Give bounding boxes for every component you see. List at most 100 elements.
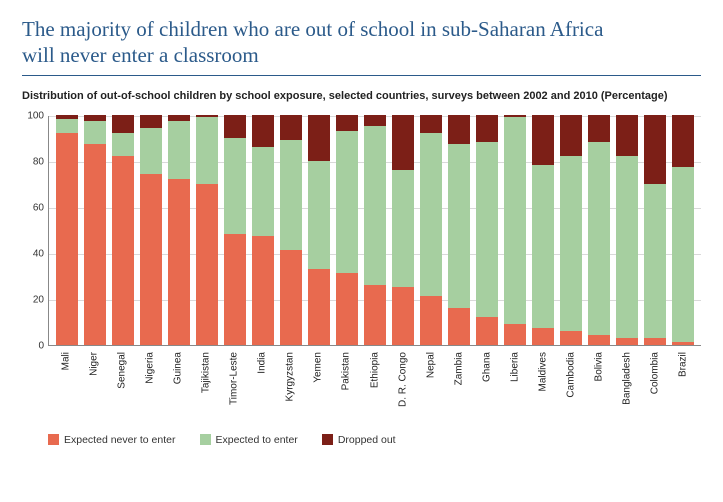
bar-segment-enter	[196, 117, 217, 184]
bar-segment-never	[364, 285, 385, 345]
bar-segment-enter	[112, 133, 133, 156]
x-tick-label: Nigeria	[145, 352, 156, 384]
x-label-slot: Senegal	[108, 348, 136, 418]
bar-slot	[165, 116, 193, 345]
x-tick-label: Bangladesh	[621, 352, 632, 405]
bar	[196, 115, 217, 345]
legend-item: Expected to enter	[200, 434, 298, 446]
bar-segment-never	[448, 308, 469, 345]
x-label-slot: Liberia	[501, 348, 529, 418]
bar-segment-enter	[476, 142, 497, 317]
bar-slot	[109, 116, 137, 345]
bar	[616, 115, 637, 345]
bar-segment-never	[672, 342, 693, 344]
bar-slot	[417, 116, 445, 345]
bar-segment-dropped	[560, 115, 581, 156]
bar-segment-enter	[420, 133, 441, 296]
bar-slot	[81, 116, 109, 345]
x-tick-label: Kyrgyzstan	[285, 352, 296, 401]
bar	[308, 115, 329, 345]
bar-segment-enter	[140, 128, 161, 174]
chart-title: The majority of children who are out of …	[22, 16, 701, 69]
y-tick-label: 80	[22, 156, 44, 167]
bar-segment-enter	[280, 140, 301, 250]
bar	[84, 115, 105, 345]
title-line-2: will never enter a classroom	[22, 43, 259, 67]
bar-segment-never	[336, 273, 357, 344]
bar-segment-dropped	[224, 115, 245, 138]
chart-subtitle: Distribution of out-of-school children b…	[22, 90, 701, 102]
x-tick-label: Cambodia	[565, 352, 576, 398]
bar-slot	[501, 116, 529, 345]
x-tick-label: Ghana	[481, 352, 492, 382]
bar	[476, 115, 497, 345]
legend-item: Expected never to enter	[48, 434, 176, 446]
title-line-1: The majority of children who are out of …	[22, 17, 603, 41]
bar-segment-dropped	[672, 115, 693, 168]
bar-segment-dropped	[112, 115, 133, 133]
x-label-slot: Ghana	[473, 348, 501, 418]
x-label-slot: Zambia	[445, 348, 473, 418]
bar-segment-never	[168, 179, 189, 345]
bar-segment-dropped	[84, 115, 105, 122]
bars-container	[49, 116, 701, 345]
x-tick-label: Maldives	[537, 352, 548, 391]
bar-segment-enter	[56, 119, 77, 133]
bar-segment-dropped	[392, 115, 413, 170]
bar-slot	[669, 116, 697, 345]
bar-slot	[277, 116, 305, 345]
x-label-slot: Pakistan	[332, 348, 360, 418]
x-label-slot: Cambodia	[557, 348, 585, 418]
bar-segment-dropped	[420, 115, 441, 133]
bar-segment-never	[616, 338, 637, 345]
bar	[644, 115, 665, 345]
x-label-slot: Bangladesh	[613, 348, 641, 418]
bar-segment-dropped	[476, 115, 497, 143]
bar-slot	[529, 116, 557, 345]
bar-segment-dropped	[532, 115, 553, 166]
x-tick-label: Bolivia	[593, 352, 604, 381]
x-tick-label: Liberia	[509, 352, 520, 382]
bar-segment-enter	[224, 138, 245, 235]
bar-segment-dropped	[364, 115, 385, 127]
y-tick-label: 0	[22, 340, 44, 351]
bar-segment-never	[56, 133, 77, 345]
bar-segment-never	[140, 174, 161, 344]
bar-segment-enter	[308, 161, 329, 269]
legend-swatch	[200, 434, 211, 445]
x-tick-label: India	[257, 352, 268, 374]
legend-label: Dropped out	[338, 434, 396, 446]
bar-segment-enter	[168, 121, 189, 179]
x-label-slot: Ethiopia	[361, 348, 389, 418]
y-tick-label: 100	[22, 110, 44, 121]
bar	[112, 115, 133, 345]
x-label-slot: Guinea	[164, 348, 192, 418]
x-label-slot: Nigeria	[136, 348, 164, 418]
bar	[280, 115, 301, 345]
bar-segment-never	[280, 250, 301, 344]
legend-label: Expected never to enter	[64, 434, 176, 446]
x-label-slot: Brazil	[669, 348, 697, 418]
bar-slot	[333, 116, 361, 345]
bar	[252, 115, 273, 345]
x-tick-label: Tajikistan	[201, 352, 212, 393]
x-tick-label: Zambia	[453, 352, 464, 385]
bar-segment-never	[392, 287, 413, 345]
x-label-slot: Colombia	[641, 348, 669, 418]
bar-segment-dropped	[168, 115, 189, 122]
bar-segment-enter	[84, 121, 105, 144]
x-tick-label: Ethiopia	[369, 352, 380, 388]
bar-slot	[193, 116, 221, 345]
bar-segment-dropped	[336, 115, 357, 131]
bar-segment-never	[644, 338, 665, 345]
bar-segment-never	[420, 296, 441, 344]
x-tick-label: D. R. Congo	[397, 352, 408, 407]
bar-segment-enter	[644, 184, 665, 338]
bar-slot	[445, 116, 473, 345]
bar-slot	[305, 116, 333, 345]
bar	[140, 115, 161, 345]
x-tick-label: Nepal	[425, 352, 436, 378]
plot-area	[48, 116, 701, 346]
bar-segment-never	[308, 269, 329, 345]
bar-segment-dropped	[252, 115, 273, 147]
